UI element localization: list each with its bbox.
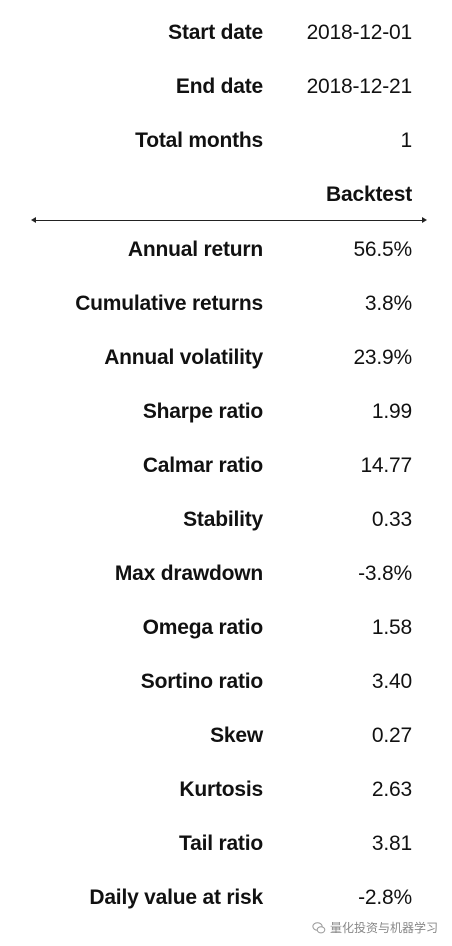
metric-label: Stability — [183, 508, 263, 531]
metric-label: Omega ratio — [142, 616, 264, 639]
watermark: 量化投资与机器学习 — [312, 919, 438, 936]
metric-value: 23.9% — [353, 346, 412, 369]
metric-value: 3.8% — [364, 292, 412, 315]
info-row-total-months: Total months 1 — [0, 124, 452, 158]
metric-row: Tail ratio 3.81 — [0, 827, 452, 861]
header-divider — [31, 217, 427, 223]
metric-value: 56.5% — [353, 238, 412, 261]
row-value: 2018-12-01 — [306, 21, 413, 44]
metric-value: 0.33 — [371, 508, 412, 531]
row-label: Start date — [168, 21, 263, 44]
metric-row: Skew 0.27 — [0, 719, 452, 753]
column-header-row: Backtest — [0, 178, 452, 212]
metric-row: Daily value at risk -2.8% — [0, 881, 452, 915]
metric-value: 1.99 — [371, 400, 412, 423]
metric-value: 3.81 — [371, 832, 412, 855]
metric-row: Sortino ratio 3.40 — [0, 665, 452, 699]
metric-row: Cumulative returns 3.8% — [0, 287, 452, 321]
metric-row: Omega ratio 1.58 — [0, 611, 452, 645]
metric-value: 0.27 — [371, 724, 412, 747]
row-value: 2018-12-21 — [306, 75, 413, 98]
metric-row: Annual return 56.5% — [0, 233, 452, 267]
metric-label: Kurtosis — [179, 778, 263, 801]
metric-row: Kurtosis 2.63 — [0, 773, 452, 807]
metric-label: Cumulative returns — [75, 292, 263, 315]
metric-label: Sharpe ratio — [142, 400, 263, 423]
metric-label: Annual return — [127, 238, 263, 261]
metric-row: Max drawdown -3.8% — [0, 557, 452, 591]
metric-value: -2.8% — [358, 886, 412, 909]
metric-value: 2.63 — [371, 778, 412, 801]
metric-label: Tail ratio — [179, 832, 263, 855]
metric-label: Daily value at risk — [89, 886, 263, 909]
watermark-text: 量化投资与机器学习 — [329, 921, 438, 935]
info-row-start-date: Start date 2018-12-01 — [0, 16, 452, 50]
wechat-icon — [312, 921, 326, 933]
metric-row: Calmar ratio 14.77 — [0, 449, 452, 483]
row-value: 1 — [400, 129, 413, 152]
metric-row: Sharpe ratio 1.99 — [0, 395, 452, 429]
metric-label: Skew — [210, 724, 263, 747]
metric-label: Max drawdown — [114, 562, 263, 585]
metric-value: 14.77 — [360, 454, 412, 477]
metric-value: 3.40 — [371, 670, 412, 693]
row-label: Total months — [135, 129, 263, 152]
row-label: End date — [175, 75, 263, 98]
metric-label: Sortino ratio — [140, 670, 263, 693]
metric-value: -3.8% — [358, 562, 412, 585]
metric-label: Annual volatility — [104, 346, 263, 369]
metric-row: Stability 0.33 — [0, 503, 452, 537]
metric-value: 1.58 — [371, 616, 412, 639]
info-row-end-date: End date 2018-12-21 — [0, 70, 452, 104]
metric-label: Calmar ratio — [142, 454, 263, 477]
metric-row: Annual volatility 23.9% — [0, 341, 452, 375]
column-header-backtest: Backtest — [326, 183, 412, 206]
